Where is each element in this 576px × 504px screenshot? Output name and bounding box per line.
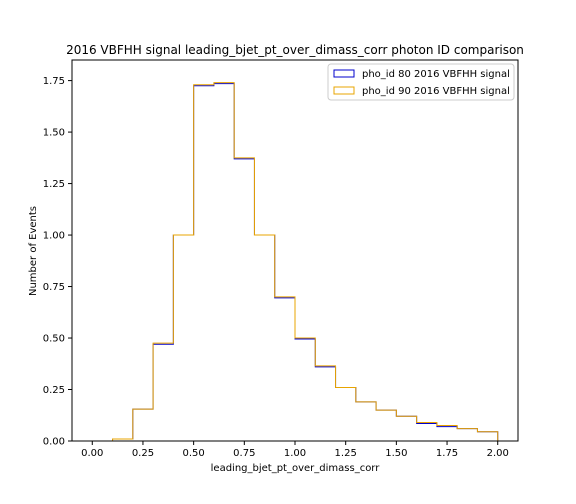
- y-tick-label: 1.75: [43, 76, 65, 87]
- series-2-step-line: [112, 82, 499, 441]
- x-tick-label: 2.00: [487, 448, 509, 459]
- legend-label-2: pho_id 90 2016 VBFHH signal: [362, 86, 510, 97]
- plot-series: [112, 82, 499, 441]
- y-tick-label: 1.25: [43, 179, 65, 190]
- x-tick-label: 0.75: [233, 448, 255, 459]
- x-tick-label: 1.25: [335, 448, 357, 459]
- legend-swatch-1: [333, 69, 355, 78]
- legend: pho_id 80 2016 VBFHH signal pho_id 90 201…: [327, 63, 515, 101]
- x-tick-label: 1.50: [385, 448, 407, 459]
- y-axis-ticks: 0.00 0.25 0.50 0.75 1.00 1.25 1.50 1.75: [43, 76, 72, 448]
- x-axis-ticks: 0.00 0.25 0.50 0.75 1.00 1.25 1.50 1.75 2.00: [81, 441, 509, 459]
- chart-title: 2016 VBFHH signal leading_bjet_pt_over_d…: [66, 43, 524, 57]
- y-tick-label: 0.50: [43, 334, 65, 345]
- x-tick-label: 0.50: [183, 448, 205, 459]
- legend-swatch-2: [333, 86, 355, 95]
- y-tick-label: 0.75: [43, 282, 65, 293]
- x-tick-label: 1.75: [436, 448, 458, 459]
- y-tick-label: 0.00: [43, 437, 65, 448]
- x-axis-label: leading_bjet_pt_over_dimass_corr: [211, 463, 381, 474]
- y-tick-label: 0.25: [43, 385, 65, 396]
- legend-box: [327, 63, 515, 101]
- y-axis-label: Number of Events: [28, 206, 39, 296]
- legend-label-1: pho_id 80 2016 VBFHH signal: [362, 69, 510, 80]
- x-tick-label: 1.00: [284, 448, 306, 459]
- x-tick-label: 0.00: [81, 448, 103, 459]
- y-tick-label: 1.50: [43, 128, 65, 139]
- y-tick-label: 1.00: [43, 231, 65, 242]
- x-tick-label: 0.25: [132, 448, 154, 459]
